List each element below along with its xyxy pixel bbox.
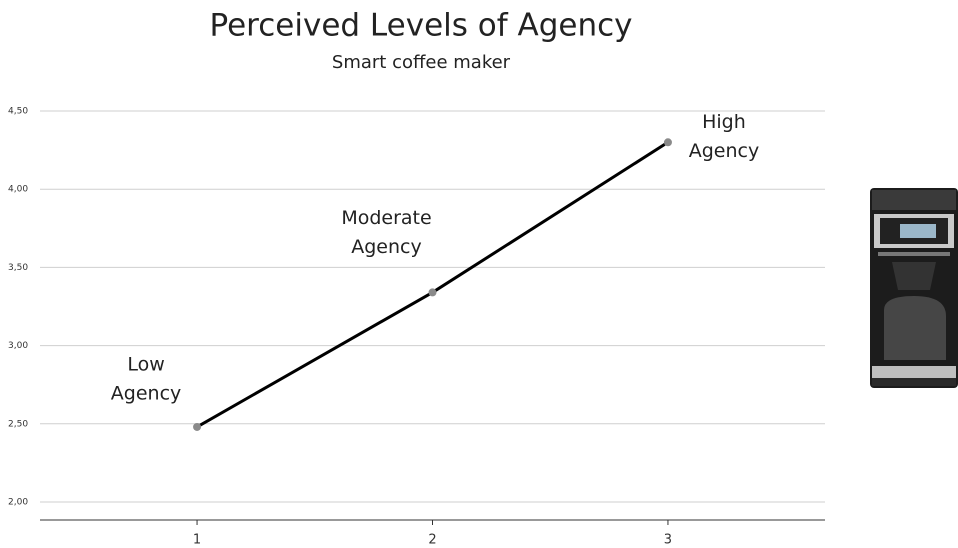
x-tick-label: 3	[664, 533, 672, 548]
x-tick-label: 1	[193, 533, 201, 548]
annotation: Low	[127, 353, 164, 375]
y-tick-label: 4,00	[8, 185, 28, 195]
annotation: Moderate	[341, 207, 431, 229]
y-tick-label: 2,00	[8, 498, 28, 508]
chart-title: Perceived Levels of Agency	[210, 8, 633, 44]
data-line	[196, 141, 669, 429]
y-tick-label: 2,50	[8, 419, 28, 429]
annotation: Agency	[689, 140, 759, 162]
annotation: Agency	[351, 236, 421, 258]
y-tick-label: 3,00	[8, 341, 28, 351]
annotation: High	[702, 111, 746, 133]
chart-subtitle: Smart coffee maker	[332, 52, 511, 73]
x-tick-label: 2	[428, 533, 436, 548]
y-tick-label: 3,50	[8, 263, 28, 273]
data-point	[193, 422, 202, 431]
coffee-maker-picture	[870, 188, 958, 388]
data-point	[428, 288, 437, 297]
y-tick-label: 4,50	[8, 107, 28, 117]
data-point	[663, 138, 672, 147]
annotation: Agency	[111, 382, 181, 404]
